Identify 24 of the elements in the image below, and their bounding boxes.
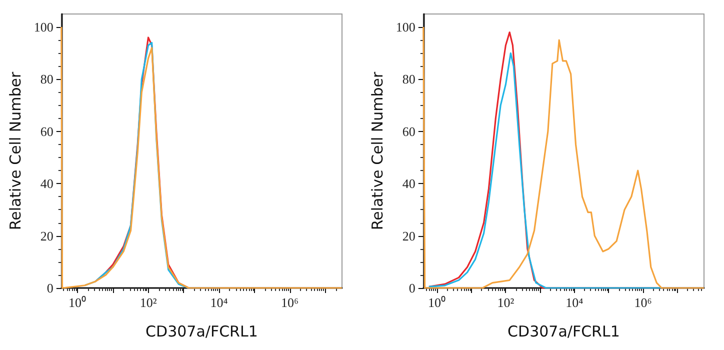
x-tick-label: 10⁴	[210, 295, 228, 310]
y-axis-title: Relative Cell Number	[368, 71, 386, 230]
y-tick-label: 20	[402, 228, 416, 244]
y-tick-label: 40	[40, 176, 54, 192]
x-tick-label: 10⁰	[68, 295, 87, 310]
y-tick-label: 80	[40, 72, 54, 87]
y-tick-label: 60	[40, 124, 54, 139]
y-tick-label: 0	[408, 280, 416, 296]
x-axis-title: CD307a/FCRL1	[508, 322, 620, 340]
y-axis-title: Relative Cell Number	[6, 71, 24, 230]
x-tick-label: 10⁶	[280, 295, 299, 310]
y-tick-label: 40	[402, 176, 416, 192]
x-tick-label: 10²	[497, 295, 514, 310]
x-tick-label: 10²	[140, 295, 157, 310]
y-tick-label: 80	[402, 72, 416, 87]
y-tick-label: 0	[46, 280, 54, 296]
y-tick-label: 20	[40, 228, 54, 244]
x-tick-label: 10⁰	[428, 295, 446, 310]
y-tick-label: 60	[402, 124, 416, 139]
y-tick-label: 100	[396, 20, 416, 35]
y-tick-label: 100	[34, 20, 54, 35]
x-tick-label: 10⁴	[566, 295, 584, 310]
x-axis-title: CD307a/FCRL1	[146, 322, 258, 340]
x-tick-label: 10⁶	[634, 295, 652, 310]
